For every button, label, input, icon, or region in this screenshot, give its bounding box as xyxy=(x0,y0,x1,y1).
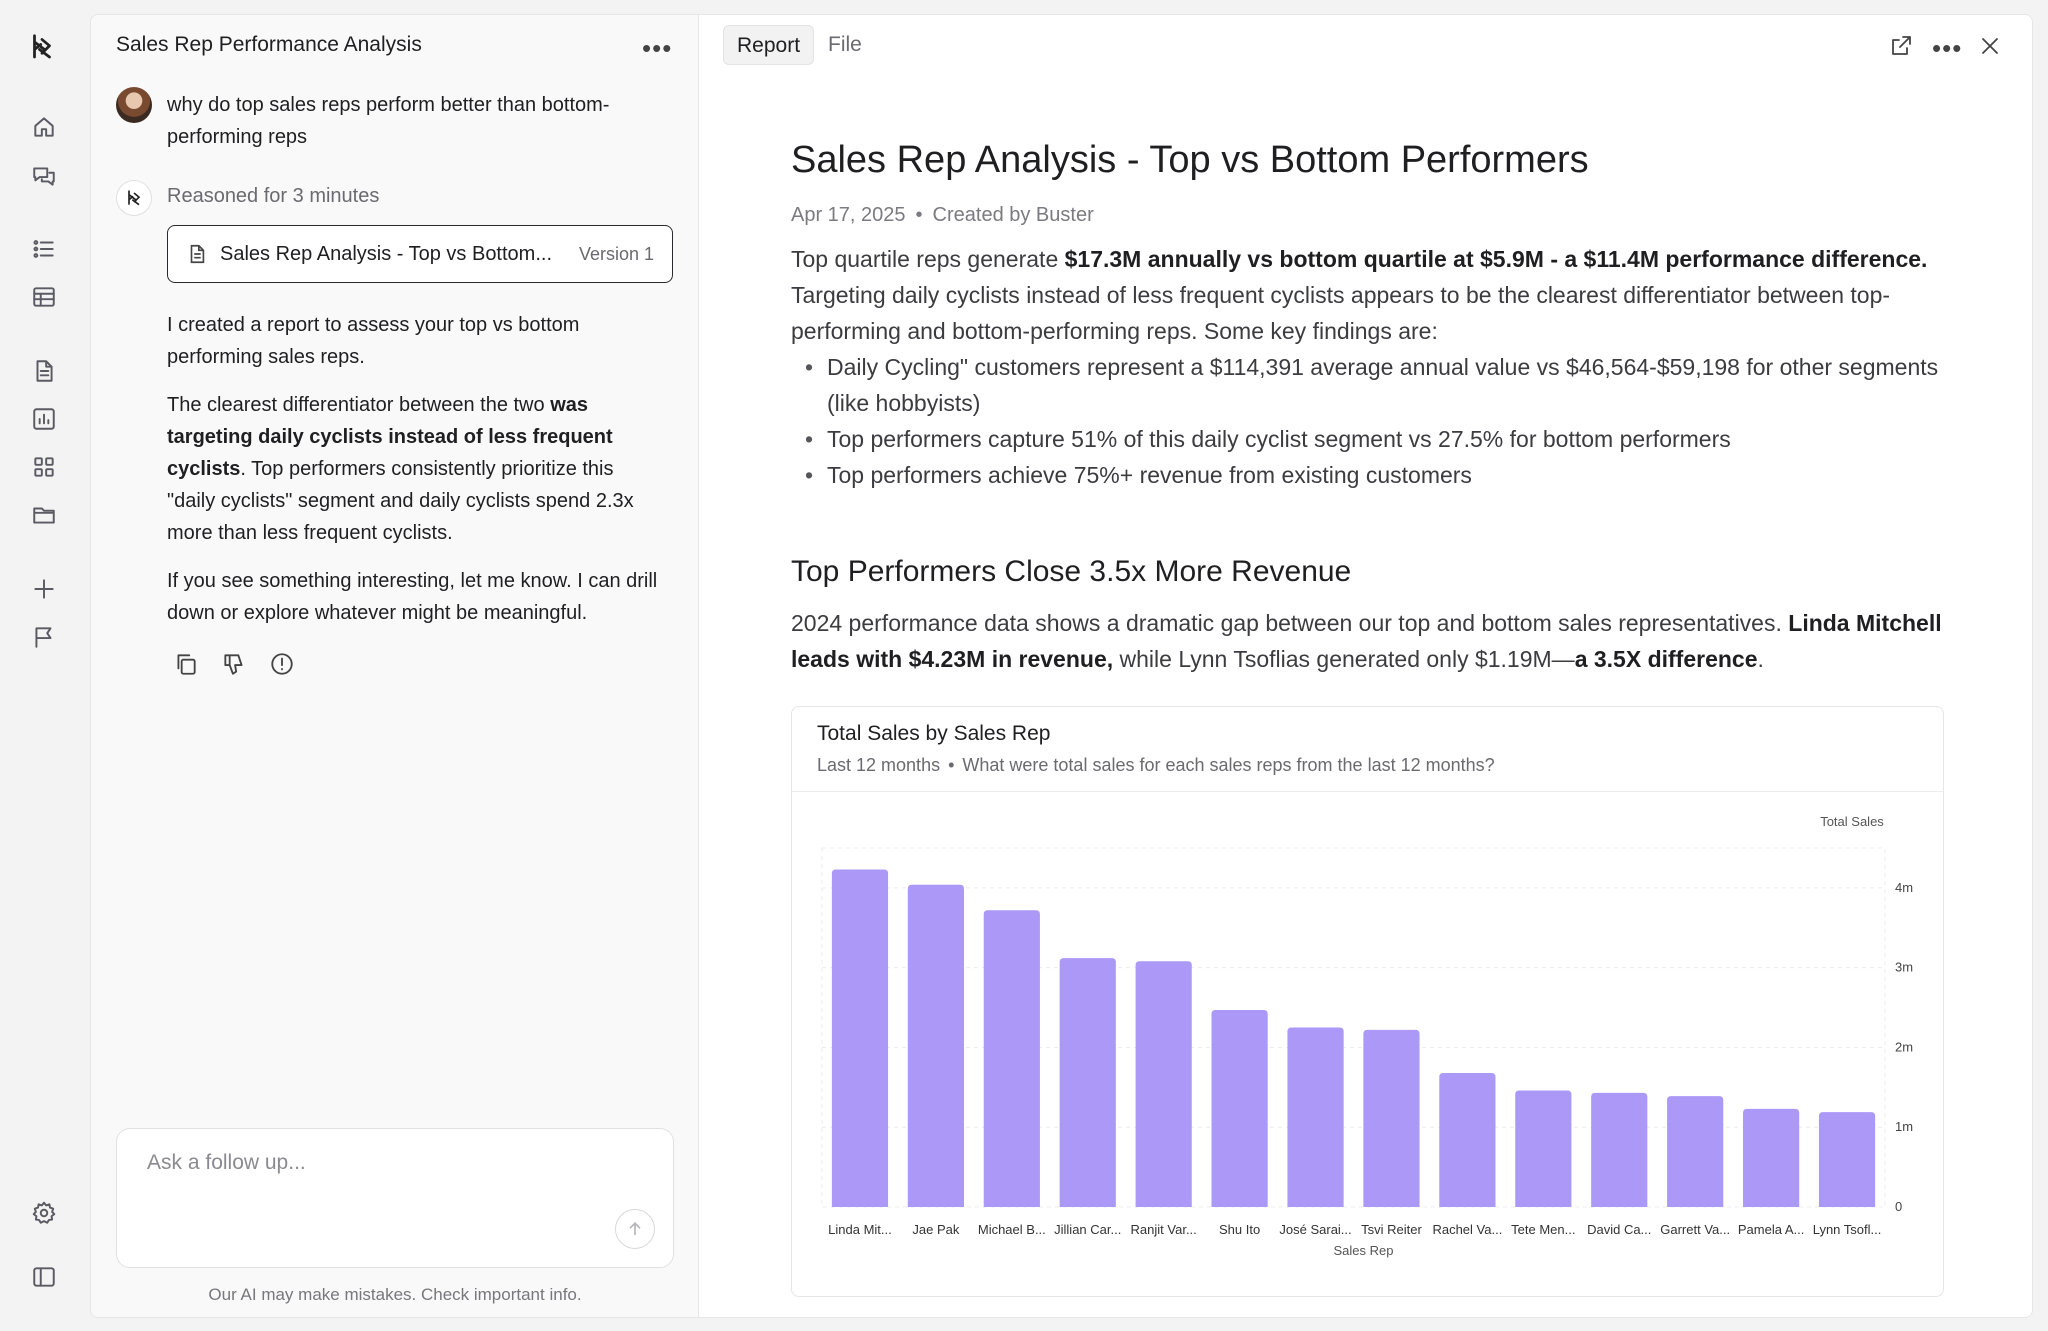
x-tick-label: Linda Mit... xyxy=(828,1222,892,1237)
message-actions xyxy=(173,651,295,677)
x-tick-label: Jillian Car... xyxy=(1054,1222,1121,1237)
x-axis-title: Sales Rep xyxy=(1334,1243,1394,1258)
y-tick-label: 3m xyxy=(1895,960,1913,975)
plot-frame xyxy=(821,847,1886,1208)
finding-item: Top performers achieve 75%+ revenue from… xyxy=(791,457,1961,493)
bar-1 xyxy=(907,884,964,1207)
report-intro: Top quartile reps generate $17.3M annual… xyxy=(791,246,1928,344)
followup-box xyxy=(116,1128,674,1268)
response-paragraph-1: I created a report to assess your top vs… xyxy=(167,314,580,368)
icon-rail xyxy=(0,0,90,1331)
bar-8 xyxy=(1439,1072,1496,1207)
chart-card: Total Sales by Sales Rep Last 12 months •… xyxy=(791,706,1944,1297)
share-icon[interactable] xyxy=(1887,32,1915,60)
x-tick-label: Garrett Va... xyxy=(1660,1222,1730,1237)
grid-icon[interactable] xyxy=(29,452,59,482)
bar-4 xyxy=(1135,961,1192,1207)
report-more-icon[interactable]: ••• xyxy=(1932,33,1963,63)
report-meta: Apr 17, 2025 • Created by Buster xyxy=(791,204,1094,226)
bar-10 xyxy=(1591,1092,1648,1207)
x-tick-label: David Ca... xyxy=(1587,1222,1651,1237)
x-tick-label: Lynn Tsofl... xyxy=(1813,1222,1882,1237)
disclaimer: Our AI may make mistakes. Check importan… xyxy=(208,1285,582,1304)
user-avatar xyxy=(116,87,152,123)
report-file-card[interactable]: Sales Rep Analysis - Top vs Bottom... Ve… xyxy=(167,225,673,283)
x-tick-label: Shu Ito xyxy=(1219,1222,1260,1237)
bar-12 xyxy=(1743,1108,1800,1207)
settings-icon[interactable] xyxy=(29,1198,59,1228)
x-tick-label: Rachel Va... xyxy=(1432,1222,1502,1237)
x-tick-label: Tete Men... xyxy=(1511,1222,1575,1237)
y-axis-title: Total Sales xyxy=(1820,814,1884,829)
file-name: Sales Rep Analysis - Top vs Bottom... xyxy=(220,242,553,265)
x-tick-label: José Sarai... xyxy=(1279,1222,1351,1237)
chat-more-icon[interactable]: ••• xyxy=(642,33,673,63)
arrow-up-icon xyxy=(629,1221,641,1235)
bar-0 xyxy=(831,869,889,1207)
reasoning-status[interactable]: Reasoned for 3 minutes xyxy=(167,185,380,207)
y-tick-label: 4m xyxy=(1895,880,1913,895)
bar-11 xyxy=(1667,1096,1724,1207)
section-heading: Top Performers Close 3.5x More Revenue xyxy=(791,555,1352,588)
home-icon[interactable] xyxy=(29,112,59,142)
bar-13 xyxy=(1818,1112,1876,1207)
file-version: Version 1 xyxy=(578,243,654,264)
document-icon[interactable] xyxy=(29,356,59,386)
bar-9 xyxy=(1515,1090,1572,1207)
tab-file[interactable]: File xyxy=(828,33,862,56)
copy-icon[interactable] xyxy=(173,651,199,677)
y-tick-label: 2m xyxy=(1895,1039,1913,1054)
user-message: why do top sales reps perform better tha… xyxy=(167,94,610,148)
report-date: Apr 17, 2025 xyxy=(791,204,906,226)
folder-icon[interactable] xyxy=(29,500,59,530)
plus-icon[interactable] xyxy=(29,574,59,604)
report-title: Sales Rep Analysis - Top vs Bottom Perfo… xyxy=(791,139,1589,181)
report-author: Created by Buster xyxy=(932,204,1094,226)
panel-toggle-icon[interactable] xyxy=(29,1262,59,1292)
x-tick-label: Pamela A... xyxy=(1738,1222,1804,1237)
table-icon[interactable] xyxy=(29,282,59,312)
x-tick-label: Ranjit Var... xyxy=(1131,1222,1197,1237)
chart-header: Total Sales by Sales Rep Last 12 months •… xyxy=(792,707,1943,792)
assistant-logo-icon xyxy=(116,180,152,216)
file-icon xyxy=(190,244,205,264)
tab-report[interactable]: Report xyxy=(723,25,815,65)
chart-icon[interactable] xyxy=(29,404,59,434)
y-tick-label: 0 xyxy=(1895,1199,1902,1214)
bar-3 xyxy=(1059,958,1116,1207)
chats-icon[interactable] xyxy=(29,161,59,191)
x-tick-label: Tsvi Reiter xyxy=(1361,1222,1422,1237)
x-tick-label: Jae Pak xyxy=(912,1222,959,1237)
chat-panel: Sales Rep Performance Analysis ••• why d… xyxy=(90,14,698,1318)
bar-5 xyxy=(1211,1009,1268,1207)
bar-6 xyxy=(1287,1027,1344,1207)
followup-input[interactable] xyxy=(147,1151,627,1175)
x-tick-label: Michael B... xyxy=(978,1222,1046,1237)
logo-icon[interactable] xyxy=(27,32,57,62)
bar-2 xyxy=(983,910,1040,1207)
send-button[interactable] xyxy=(615,1209,655,1249)
finding-item: Daily Cycling" customers represent a $11… xyxy=(791,349,1961,421)
bar-7 xyxy=(1363,1029,1420,1207)
chart-title: Total Sales by Sales Rep xyxy=(817,722,1051,745)
y-tick-label: 1m xyxy=(1895,1119,1913,1134)
finding-item: Top performers capture 51% of this daily… xyxy=(791,421,1961,457)
response-paragraph-2: The clearest differentiator between the … xyxy=(167,394,634,544)
close-icon[interactable] xyxy=(1976,32,2004,60)
list-icon[interactable] xyxy=(29,234,59,264)
bar-chart: 0 1m 2m 3m 4m Total Sales Linda Mit... Jae Pak M… xyxy=(821,814,1913,1258)
report-issue-icon[interactable] xyxy=(269,651,295,677)
key-findings-list: Daily Cycling" customers represent a $11… xyxy=(791,349,1961,493)
chart-subtitle: Last 12 months • What were total sales for… xyxy=(817,755,1495,775)
chat-title: Sales Rep Performance Analysis xyxy=(116,33,422,56)
section-paragraph: 2024 performance data shows a dramatic g… xyxy=(791,610,1942,672)
report-panel: Report File ••• Sales Rep Analysis - Top… xyxy=(698,14,2033,1318)
flag-icon[interactable] xyxy=(29,622,59,652)
thumbs-down-icon[interactable] xyxy=(221,651,247,677)
response-paragraph-3: If you see something interesting, let me… xyxy=(167,570,658,624)
